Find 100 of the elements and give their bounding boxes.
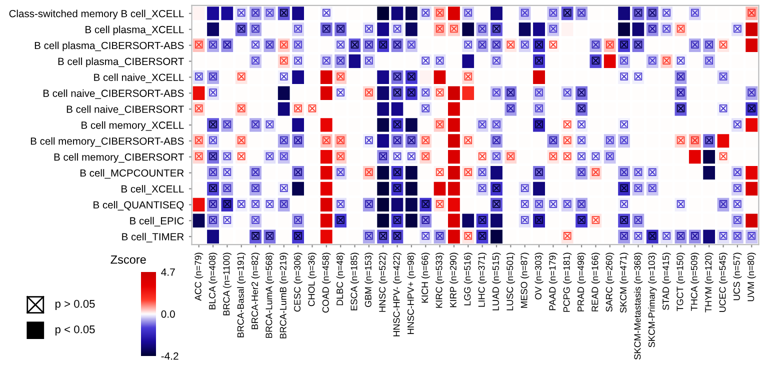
data-label: ⊠ [238,152,246,160]
data-label: ⊠ [294,40,302,49]
data-label: ⊠ [365,136,373,144]
data-label: ⊠ [393,184,402,192]
x-tick-label: HNSC (n=522) [378,252,388,312]
x-tick-label: CESC (n=306) [294,252,302,312]
data-label: ⊠ [748,8,756,17]
data-label: ⊠ [492,56,500,64]
data-label: ⊠ [238,24,246,33]
y-tick-label: B cell plasma_XCELL [86,26,184,36]
data-label: ⊠ [705,136,713,144]
data-label: ⊠ [464,40,472,49]
y-tick-label: B cell_EPIC [130,216,184,226]
data-label: ⊠ [492,136,500,144]
x-tick-label: GBM (n=153) [364,252,374,308]
data-label: ⊠ [676,88,685,96]
x-tick-label: BRCA-Her2 (n=82) [251,252,260,330]
y-tick-label: B cell plasma_CIBERSORT [58,58,184,68]
data-label: ⊠ [450,24,458,33]
data-label: ⊠ [365,200,373,208]
data-label: ⊠ [634,72,642,80]
data-label: ⊠ [379,40,387,49]
x-tick-label: PCPG (n=181) [563,252,572,312]
data-label: ⊠ [408,152,416,160]
x-tick-label: SARC (n=260) [606,252,614,312]
data-label: ⊠ [379,152,387,160]
x-tick-label: ACC (n=79) [194,252,204,301]
data-label: ⊠ [549,136,558,144]
data-label: ⊠ [620,40,628,49]
data-label: ⊠ [252,200,260,208]
data-label: ⊠ [620,200,628,208]
x-tick-label: MESO (n=87) [520,252,530,308]
data-label: ⊠ [592,40,600,49]
data-label: ⊠ [336,136,344,144]
data-label: ⊠ [620,136,628,144]
data-label: ⊠ [535,200,543,208]
data-label: ⊠ [393,88,402,96]
x-tick-label: HNSC-HPV- (n=422) [393,252,402,336]
data-label: ⊠ [719,72,728,80]
data-label: ⊠ [592,152,600,160]
text: p > 0.05 [56,300,95,310]
data-label: ⊠ [478,184,486,192]
data-label: ⊠ [336,40,344,49]
data-label: ⊠ [676,232,685,240]
data-label: ⊠ [734,216,742,224]
y-tick-label: B cell_QUANTISEQ [94,200,184,210]
data-label: ⊠ [691,8,699,17]
x-tick-label: LIHC (n=371) [478,252,487,307]
data-label: ⊠ [676,104,685,112]
x-tick-label: UCS (n=57) [733,252,742,300]
data-label: ⊠ [578,168,586,176]
data-label: ⊠ [648,168,656,176]
data-label: ⊠ [492,24,500,33]
data-label: ⊠ [294,56,302,64]
data-label: ⊠ [238,136,246,144]
data-label: ⊠ [676,200,685,208]
data-label: ⊠ [422,200,430,208]
data-label: ⊠ [578,120,586,128]
data-label: ⊠ [719,232,728,240]
data-label: ⊠ [676,72,685,80]
data-label: ⊠ [252,56,260,64]
data-label: ⊠ [634,216,642,224]
data-label: ⊠ [294,216,302,224]
data-label: ⊠ [194,152,203,160]
data-label: ⊠ [223,152,232,160]
data-label: ⊠ [422,232,430,240]
data-label: ⊠ [223,120,232,128]
data-label: ⊠ [492,200,500,208]
data-label: ⊠ [578,152,586,160]
data-label: ⊠ [336,152,344,160]
data-label: ⊠ [223,184,232,192]
data-label: ⊠ [520,216,529,224]
data-label: ⊠ [252,8,260,17]
data-label: ⊠ [478,24,486,33]
data-label: ⊠ [535,40,543,49]
data-label: ⊠ [209,168,217,176]
data-label: ⊠ [606,152,614,160]
data-label: ⊠ [209,88,217,96]
data-label: ⊠ [535,120,543,128]
data-label: ⊠ [464,8,472,17]
x-tick-label: BRCA-Basal (n=191) [237,252,246,338]
data-label: ⊠ [592,216,600,224]
data-label: ⊠ [549,24,558,33]
data-label: ⊠ [280,56,288,64]
data-label: ⊠ [620,56,628,64]
data-label: ⊠ [506,88,515,96]
data-label: ⊠ [606,136,614,144]
data-label: ⊠ [705,40,713,49]
data-label: ⊠ [280,72,288,80]
data-label: ⊠ [564,8,572,17]
data-label: ⊠ [422,136,430,144]
data-label: ⊠ [549,40,558,49]
data-label: ⊠ [209,136,217,144]
data-label: ⊠ [336,216,344,224]
data-label: ⊠ [252,120,260,128]
data-label: ⊠ [492,184,500,192]
x-tick-label: SKCM-Primary (n=103) [648,252,657,348]
data-label: ⊠ [478,120,486,128]
data-label: ⊠ [280,200,288,208]
data-label: ⊠ [266,8,274,17]
